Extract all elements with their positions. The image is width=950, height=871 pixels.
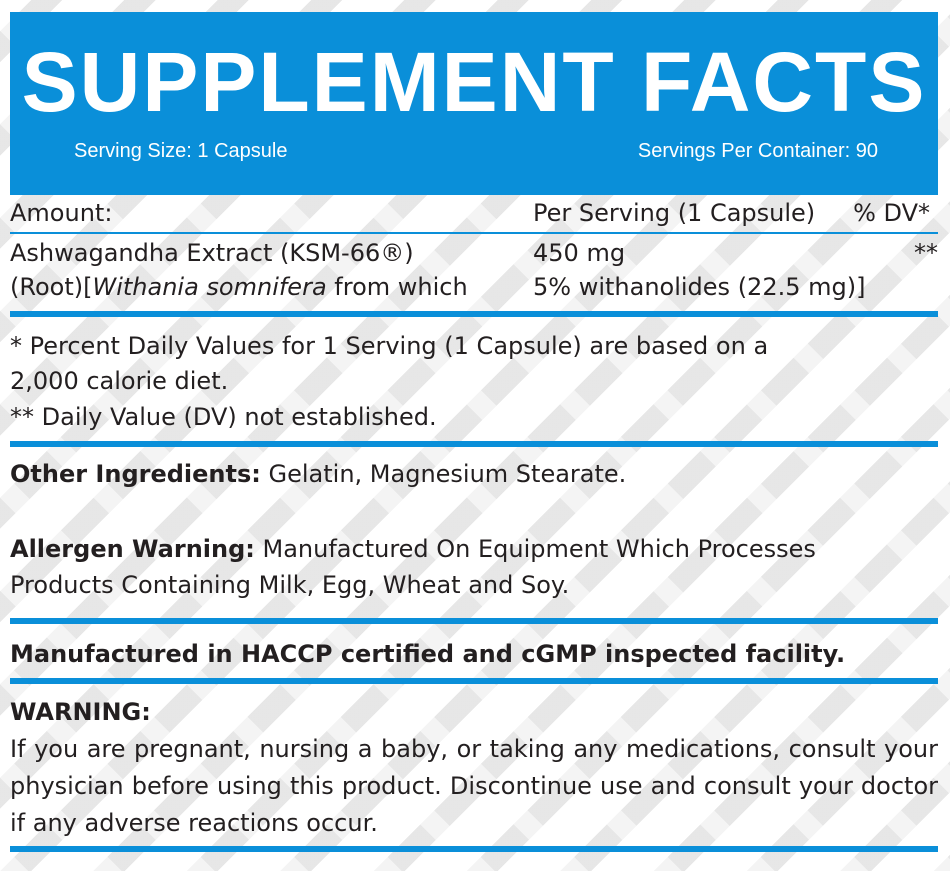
source-prefix: (Root)[	[10, 273, 93, 301]
page-title: SUPPLEMENT FACTS	[21, 35, 927, 129]
divider	[10, 846, 938, 852]
footnote-3: ** Daily Value (DV) not established.	[10, 403, 437, 431]
divider	[10, 678, 938, 684]
ingredient-name: Ashwagandha Extract (KSM-66®)	[10, 239, 414, 267]
warning-text: If you are pregnant, nursing a baby, or …	[10, 735, 938, 837]
other-ingredients: Other Ingredients: Gelatin, Magnesium St…	[10, 457, 626, 492]
ingredient-dv: **	[914, 239, 938, 267]
allergen-text-1: Manufactured On Equipment Which Processe…	[254, 535, 816, 563]
servings-per-container: Servings Per Container: 90	[637, 140, 878, 162]
ingredient-standardization: 5% withanolides (22.5 mg)]	[533, 273, 866, 301]
per-serving-header: Per Serving (1 Capsule)	[533, 199, 816, 227]
manufacturing-statement: Manufactured in HACCP certified and cGMP…	[10, 640, 846, 668]
source-suffix: from which	[326, 273, 468, 301]
header-banner: SUPPLEMENT FACTS Serving Size: 1 Capsule…	[10, 12, 938, 195]
botanical-name: Withania somnifera	[92, 273, 327, 301]
divider	[10, 311, 938, 317]
footnote-2: 2,000 calorie diet.	[10, 367, 229, 395]
footnote-1: * Percent Daily Values for 1 Serving (1 …	[10, 332, 769, 360]
divider	[10, 618, 938, 624]
amount-header: Amount:	[10, 199, 113, 227]
divider	[10, 441, 938, 447]
serving-size: Serving Size: 1 Capsule	[74, 140, 288, 162]
dv-header: % DV*	[853, 199, 930, 227]
other-ingredients-text: Gelatin, Magnesium Stearate.	[260, 460, 627, 488]
allergen-label: Allergen Warning:	[10, 535, 255, 563]
divider	[10, 232, 938, 234]
ingredient-source: (Root)[Withania somnifera from which	[10, 270, 468, 305]
allergen-warning: Allergen Warning: Manufactured On Equipm…	[10, 532, 816, 567]
allergen-text-2: Products Containing Milk, Egg, Wheat and…	[10, 571, 570, 599]
other-ingredients-label: Other Ingredients:	[10, 460, 261, 488]
ingredient-amount: 450 mg	[533, 239, 626, 267]
warning-label: WARNING:	[10, 698, 151, 726]
